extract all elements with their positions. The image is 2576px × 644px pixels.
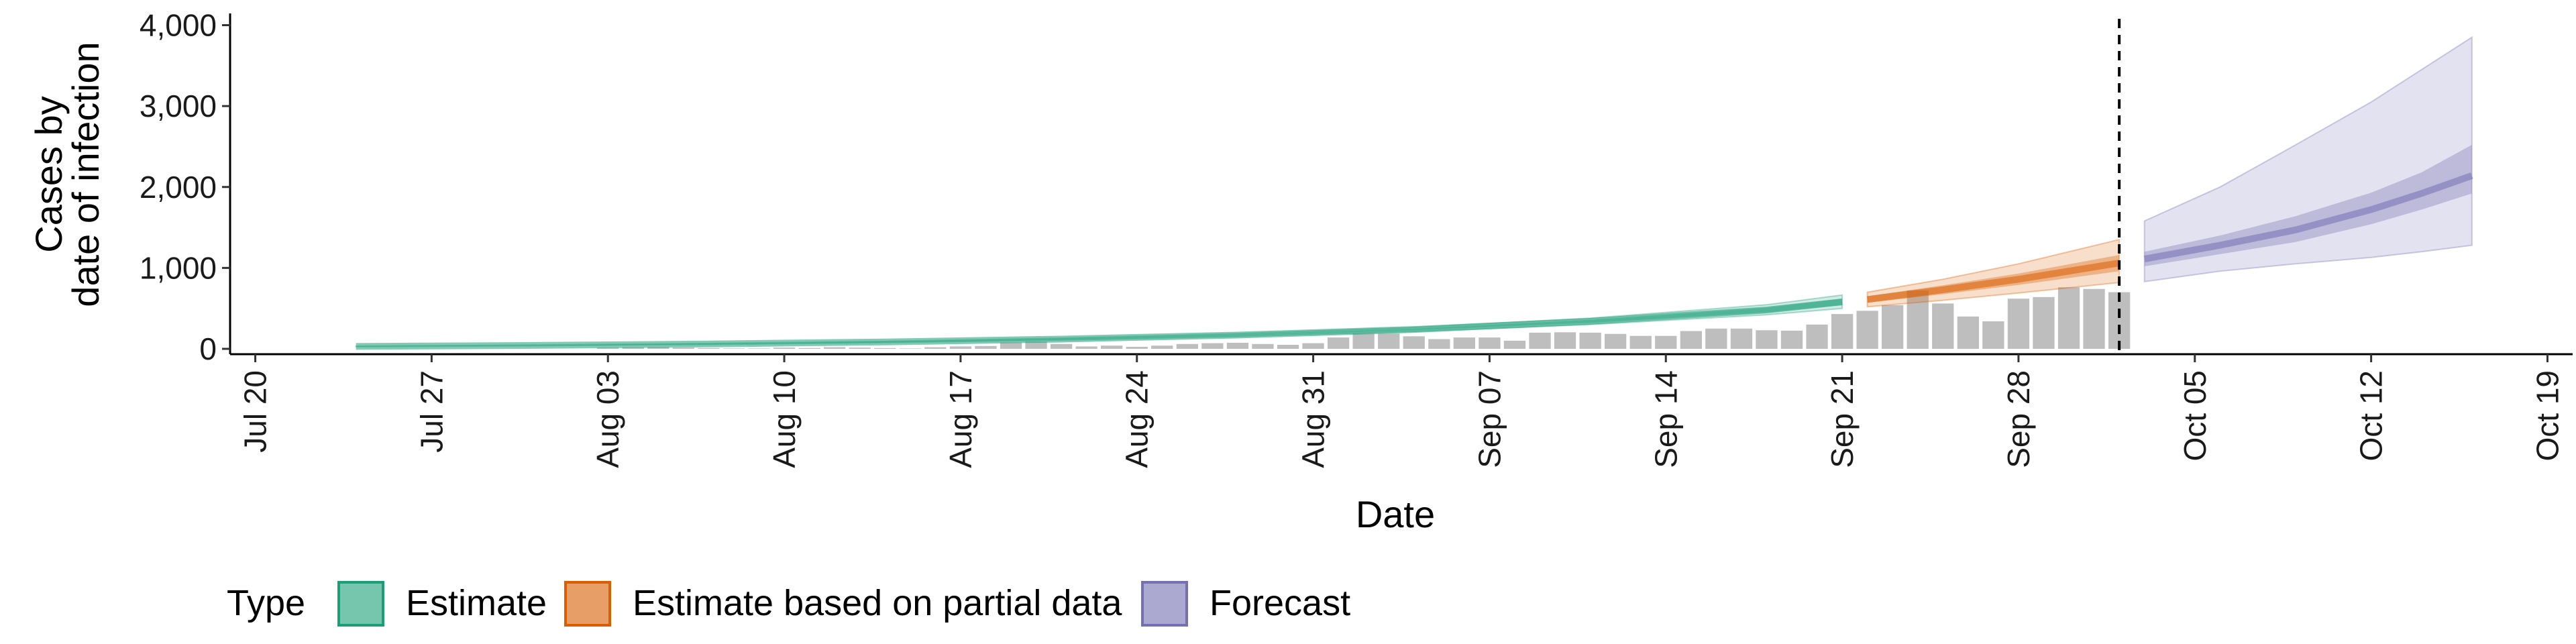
bar-reported-cases <box>1226 343 1249 349</box>
bar-reported-cases <box>1655 335 1677 349</box>
bar-reported-cases <box>647 347 669 349</box>
bar-reported-cases <box>1151 345 1173 349</box>
x-tick-label: Aug 17 <box>943 370 978 468</box>
bar-reported-cases <box>2033 297 2055 349</box>
y-tick-label: 3,000 <box>140 89 217 123</box>
legend-swatch-1 <box>337 581 384 627</box>
bar-reported-cases <box>1126 347 1148 349</box>
bar-reported-cases <box>2083 288 2105 349</box>
x-tick-label: Sep 21 <box>1825 370 1860 468</box>
legend-label-2: Estimate based on partial data <box>633 583 1122 623</box>
bar-reported-cases <box>949 346 972 349</box>
bar-reported-cases <box>1856 311 1878 349</box>
y-axis-title-line2: date of infection <box>64 42 107 307</box>
bar-reported-cases <box>1982 321 2004 349</box>
bar-reported-cases <box>1403 336 1425 349</box>
bar-reported-cases <box>899 348 921 349</box>
bar-reported-cases <box>1075 346 1097 349</box>
band-90-forecast <box>2143 36 2473 283</box>
x-tick-label: Sep 07 <box>1472 370 1507 468</box>
bar-reported-cases <box>1554 332 1576 349</box>
x-tick-label: Jul 27 <box>414 370 449 453</box>
y-axis-title-line1: Cases by <box>28 96 70 252</box>
bar-reported-cases <box>1328 337 1350 349</box>
x-tick-label: Aug 31 <box>1296 370 1331 468</box>
bar-reported-cases <box>1629 335 1652 349</box>
bar-reported-cases <box>1000 342 1022 349</box>
y-tick-label: 4,000 <box>140 8 217 43</box>
legend-swatch-2 <box>564 581 611 627</box>
bar-reported-cases <box>1277 345 1299 349</box>
x-tick-label: Sep 14 <box>1648 370 1683 468</box>
bar-reported-cases <box>2057 287 2080 349</box>
bar-reported-cases <box>1101 345 1123 349</box>
estimate-bands <box>355 36 2473 350</box>
bar-reported-cases <box>1479 337 1501 349</box>
bar-reported-cases <box>1907 290 1929 349</box>
x-tick-label: Jul 20 <box>238 370 273 453</box>
bar-reported-cases <box>1730 328 1753 349</box>
y-tick-label: 2,000 <box>140 170 217 205</box>
bar-reported-cases <box>2007 299 2030 349</box>
bar-reported-cases <box>1756 330 1778 349</box>
bar-reported-cases <box>1428 339 1450 349</box>
x-tick-label: Oct 05 <box>2178 370 2212 462</box>
bar-reported-cases <box>1302 343 1324 349</box>
bar-reported-cases <box>798 347 820 349</box>
bar-reported-cases <box>1882 305 1904 349</box>
bar-reported-cases <box>874 347 896 349</box>
bar-reported-cases <box>1705 328 1727 349</box>
x-axis-title: Date <box>1356 493 1435 535</box>
bar-reported-cases <box>597 347 619 349</box>
bar-reported-cases <box>1579 332 1601 349</box>
x-tick-label: Aug 10 <box>767 370 802 468</box>
axes: 0 1,000 2,000 3,000 4,000 Jul 20 Jul 27 Aug 03 A… <box>140 8 2573 468</box>
y-tick-label: 1,000 <box>140 250 217 285</box>
x-tick-label: Sep 28 <box>2001 370 2036 468</box>
bar-reported-cases <box>1352 333 1375 349</box>
y-tick-label: 0 <box>199 331 217 366</box>
bar-reported-cases <box>1780 330 1803 349</box>
bar-reported-cases <box>849 347 871 349</box>
median-line-estimate <box>356 299 1843 350</box>
bar-reported-cases <box>1051 343 1073 349</box>
median-line-forecast <box>2143 172 2473 263</box>
bar-reported-cases <box>672 347 694 349</box>
bar-reported-cases <box>1025 341 1047 349</box>
bar-reported-cases <box>1680 331 1702 349</box>
x-tick-label: Aug 03 <box>590 370 625 468</box>
bar-reported-cases <box>1201 343 1224 349</box>
x-tick-label: Oct 19 <box>2530 370 2565 462</box>
bar-reported-cases <box>1932 303 1954 349</box>
legend-title: Type <box>227 583 305 623</box>
bar-reported-cases <box>1378 333 1400 349</box>
bar-reported-cases <box>1831 314 1854 349</box>
bar-reported-cases <box>924 347 947 349</box>
bar-reported-cases <box>1605 333 1627 349</box>
bar-reported-cases <box>1957 316 1979 350</box>
bar-reported-cases <box>748 348 770 349</box>
bar-reported-cases <box>773 347 796 349</box>
median-line-estimate-based-on-partial-data <box>1866 260 2120 303</box>
bar-reported-cases <box>1529 332 1551 349</box>
legend-swatch-3 <box>1141 581 1188 627</box>
bar-reported-cases <box>824 347 846 349</box>
x-tick-label: Aug 24 <box>1120 370 1155 468</box>
legend-label-3: Forecast <box>1210 583 1350 623</box>
x-tick-label: Oct 12 <box>2354 370 2389 462</box>
bar-reported-cases <box>1176 343 1198 349</box>
band-50-forecast <box>2144 145 2472 266</box>
bar-reported-cases <box>698 347 720 349</box>
bar-reported-cases <box>1503 340 1526 349</box>
reported-cases-bars <box>597 287 2131 350</box>
bar-reported-cases <box>622 347 644 349</box>
bar-reported-cases <box>975 345 997 349</box>
bar-reported-cases <box>722 348 745 349</box>
bar-reported-cases <box>1453 337 1475 349</box>
bar-reported-cases <box>1252 343 1274 349</box>
legend-label-1: Estimate <box>406 583 547 623</box>
bar-reported-cases <box>1806 324 1828 349</box>
legend: Type Estimate Estimate based on partial d… <box>227 581 1350 627</box>
